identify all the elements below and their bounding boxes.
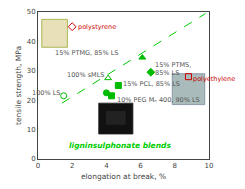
svg-text:0: 0 [36,162,40,170]
svg-text:2: 2 [70,162,74,170]
svg-text:100% sMLS: 100% sMLS [67,71,104,79]
svg-text:ligninsulphonate blends: ligninsulphonate blends [69,141,171,150]
svg-text:polyethylene: polyethylene [193,75,235,83]
svg-text:6: 6 [138,162,143,170]
svg-text:15% PCL, 85% LS: 15% PCL, 85% LS [123,80,180,88]
svg-text:8: 8 [173,162,177,170]
svg-text:50: 50 [27,8,36,16]
svg-text:tensile strength, MPa: tensile strength, MPa [14,46,23,125]
svg-text:elongation at break, %: elongation at break, % [81,172,166,181]
svg-text:10% PEG Mₙ 400, 90% LS: 10% PEG Mₙ 400, 90% LS [117,96,200,104]
svg-text:10: 10 [27,126,36,134]
svg-text:0: 0 [31,155,35,163]
svg-text:polystyrene: polystyrene [78,23,116,31]
svg-text:100% LS: 100% LS [32,89,60,97]
svg-text:20: 20 [27,97,36,105]
svg-text:30: 30 [27,67,36,75]
svg-text:10: 10 [205,162,214,170]
svg-text:15% PTMS,85% LS: 15% PTMS,85% LS [155,61,191,77]
svg-text:4: 4 [104,162,109,170]
svg-text:15% PTMG, 85% LS: 15% PTMG, 85% LS [55,49,118,57]
svg-text:40: 40 [27,38,36,46]
